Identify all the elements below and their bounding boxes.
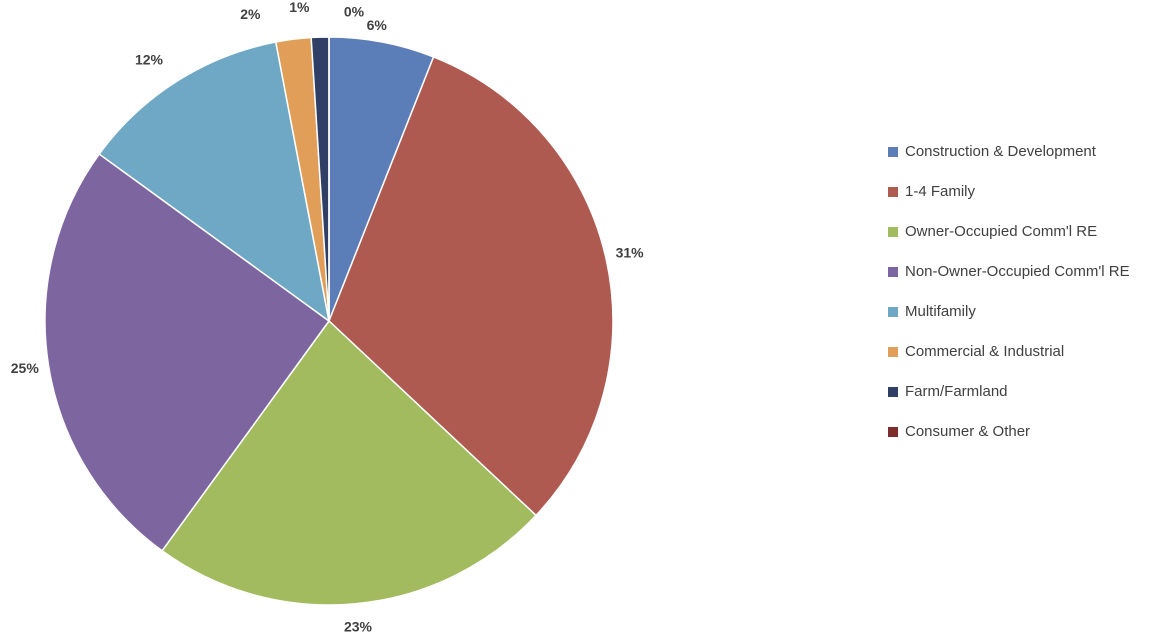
legend-label: Multifamily bbox=[905, 303, 976, 320]
legend-label: Commercial & Industrial bbox=[905, 343, 1064, 360]
legend-swatch bbox=[888, 267, 898, 277]
legend-swatch bbox=[888, 187, 898, 197]
legend-swatch bbox=[888, 147, 898, 157]
pie-slice bbox=[44, 153, 331, 552]
data-label: 6% bbox=[367, 17, 388, 33]
data-label: 1% bbox=[289, 0, 310, 15]
legend-swatch bbox=[888, 427, 898, 437]
pie-slice bbox=[328, 55, 614, 517]
data-label: 12% bbox=[135, 52, 164, 68]
legend-label: 1-4 Family bbox=[905, 183, 976, 200]
data-label: 23% bbox=[344, 618, 373, 634]
pie-slice bbox=[161, 319, 538, 606]
legend-label: Farm/Farmland bbox=[905, 383, 1008, 400]
data-label: 2% bbox=[240, 6, 261, 22]
legend-label: Owner-Occupied Comm'l RE bbox=[905, 223, 1097, 240]
legend-swatch bbox=[888, 387, 898, 397]
data-label: 0% bbox=[344, 4, 365, 20]
legend-label: Construction & Development bbox=[905, 143, 1097, 160]
data-label: 31% bbox=[616, 245, 645, 261]
legend-label: Consumer & Other bbox=[905, 423, 1030, 440]
legend-swatch bbox=[888, 307, 898, 317]
legend-swatch bbox=[888, 227, 898, 237]
data-label: 25% bbox=[11, 360, 40, 376]
pie-slice bbox=[98, 41, 331, 323]
legend-label: Non-Owner-Occupied Comm'l RE bbox=[905, 263, 1130, 280]
legend-swatch bbox=[888, 347, 898, 357]
